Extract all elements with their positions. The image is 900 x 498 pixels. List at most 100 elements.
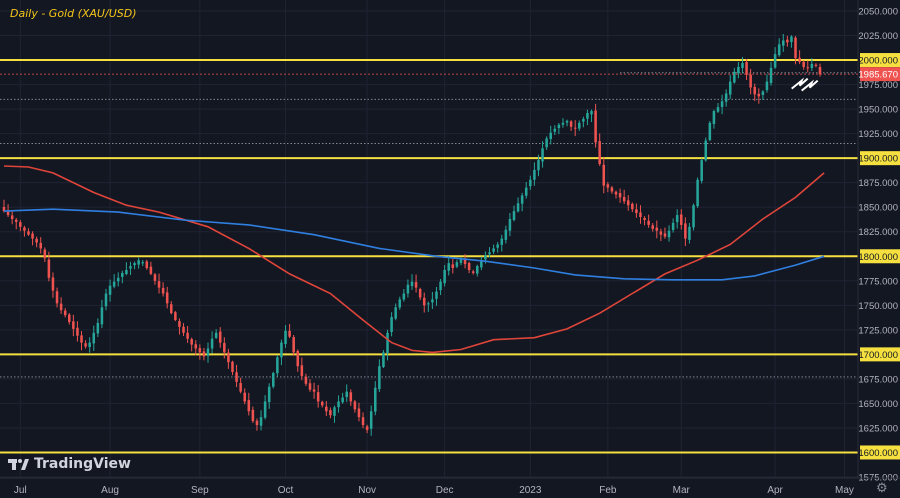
arrow-icon xyxy=(801,79,819,92)
candle xyxy=(31,231,34,246)
horizontal-levels xyxy=(0,59,858,454)
candle-body xyxy=(92,332,96,344)
candle xyxy=(276,354,279,377)
candle-body xyxy=(341,397,344,403)
candle xyxy=(435,287,438,306)
x-tick-label: Jul xyxy=(14,485,27,496)
y-tick-label: 1725.000 xyxy=(858,325,898,336)
candle xyxy=(374,381,377,416)
candle xyxy=(406,279,410,298)
candle-body xyxy=(272,373,275,387)
candle xyxy=(304,373,308,387)
candle xyxy=(749,68,752,95)
candle xyxy=(488,247,491,258)
candle-body xyxy=(68,314,71,322)
candle-body xyxy=(170,304,173,314)
candle-body xyxy=(422,297,426,306)
candle xyxy=(402,288,406,302)
candle-body xyxy=(206,348,210,356)
candle-body xyxy=(84,343,87,347)
candle-body xyxy=(802,61,805,67)
candle-body xyxy=(545,138,548,148)
candle-body xyxy=(471,271,475,273)
candle xyxy=(639,205,642,224)
x-axis[interactable]: Jul Aug Sep Oct Nov Dec 2023 Feb Mar Apr May xyxy=(0,477,900,496)
candle-body xyxy=(72,321,75,329)
candle-body xyxy=(6,211,10,216)
ma-blue-line xyxy=(3,208,825,281)
candle xyxy=(292,334,295,356)
candle xyxy=(680,209,683,230)
candle xyxy=(231,360,234,376)
candle xyxy=(745,58,748,80)
candle-body xyxy=(500,238,504,245)
candle-body xyxy=(582,118,585,122)
candle-body xyxy=(39,242,42,249)
candle-body xyxy=(27,231,30,235)
y-tick-label: 1875.000 xyxy=(858,178,898,189)
candle xyxy=(194,340,198,356)
candle xyxy=(777,38,781,57)
candle-body xyxy=(504,229,508,240)
candle xyxy=(263,395,267,420)
candle-body xyxy=(655,227,659,231)
candle-body xyxy=(773,54,777,68)
candle xyxy=(365,424,369,434)
candle xyxy=(492,244,495,255)
y-tick-highlight xyxy=(860,249,900,264)
candle xyxy=(121,270,124,284)
candle-body xyxy=(96,322,100,334)
candle-body xyxy=(125,269,128,275)
candle xyxy=(39,237,42,254)
candle-body xyxy=(276,357,279,374)
candle-body xyxy=(263,401,267,418)
candle xyxy=(418,287,422,301)
candle-body xyxy=(622,196,626,202)
x-tick-label: Mar xyxy=(673,485,691,496)
candle xyxy=(480,256,483,271)
candle xyxy=(308,379,312,392)
candle xyxy=(622,189,626,205)
candle xyxy=(337,395,340,413)
candle xyxy=(533,162,536,186)
settings-gear-icon[interactable]: ⚙ xyxy=(876,480,888,495)
candle xyxy=(410,274,414,291)
candle-body xyxy=(467,262,471,270)
candle xyxy=(14,217,18,230)
candle-body xyxy=(76,327,79,336)
candle xyxy=(606,182,610,193)
candle xyxy=(190,337,193,352)
candle xyxy=(667,225,671,242)
candle-body xyxy=(251,409,255,422)
candle-body xyxy=(59,303,63,311)
candle xyxy=(80,331,83,351)
candle-body xyxy=(47,259,51,278)
candle-body xyxy=(210,338,214,349)
candle xyxy=(284,325,287,348)
candles[interactable] xyxy=(2,33,822,436)
candle-body xyxy=(635,209,638,214)
y-tick-label: 1850.000 xyxy=(858,203,898,214)
candle-body xyxy=(688,226,691,240)
candle xyxy=(223,337,226,359)
candle-body xyxy=(357,408,361,418)
candle-body xyxy=(639,212,642,218)
candle xyxy=(382,350,385,369)
candle-body xyxy=(496,244,499,248)
candle xyxy=(626,195,630,211)
candle xyxy=(790,35,793,48)
candle xyxy=(68,313,71,325)
candle xyxy=(537,154,540,177)
candle xyxy=(443,265,446,287)
candle xyxy=(696,177,699,208)
candle-body xyxy=(227,352,230,363)
x-tick-label: Oct xyxy=(278,485,294,496)
candle xyxy=(643,216,646,226)
candle xyxy=(198,344,202,360)
candle xyxy=(794,36,797,65)
candle-body xyxy=(353,401,357,410)
candle xyxy=(186,325,189,343)
candle-body xyxy=(312,389,316,392)
candle-body xyxy=(708,122,712,141)
